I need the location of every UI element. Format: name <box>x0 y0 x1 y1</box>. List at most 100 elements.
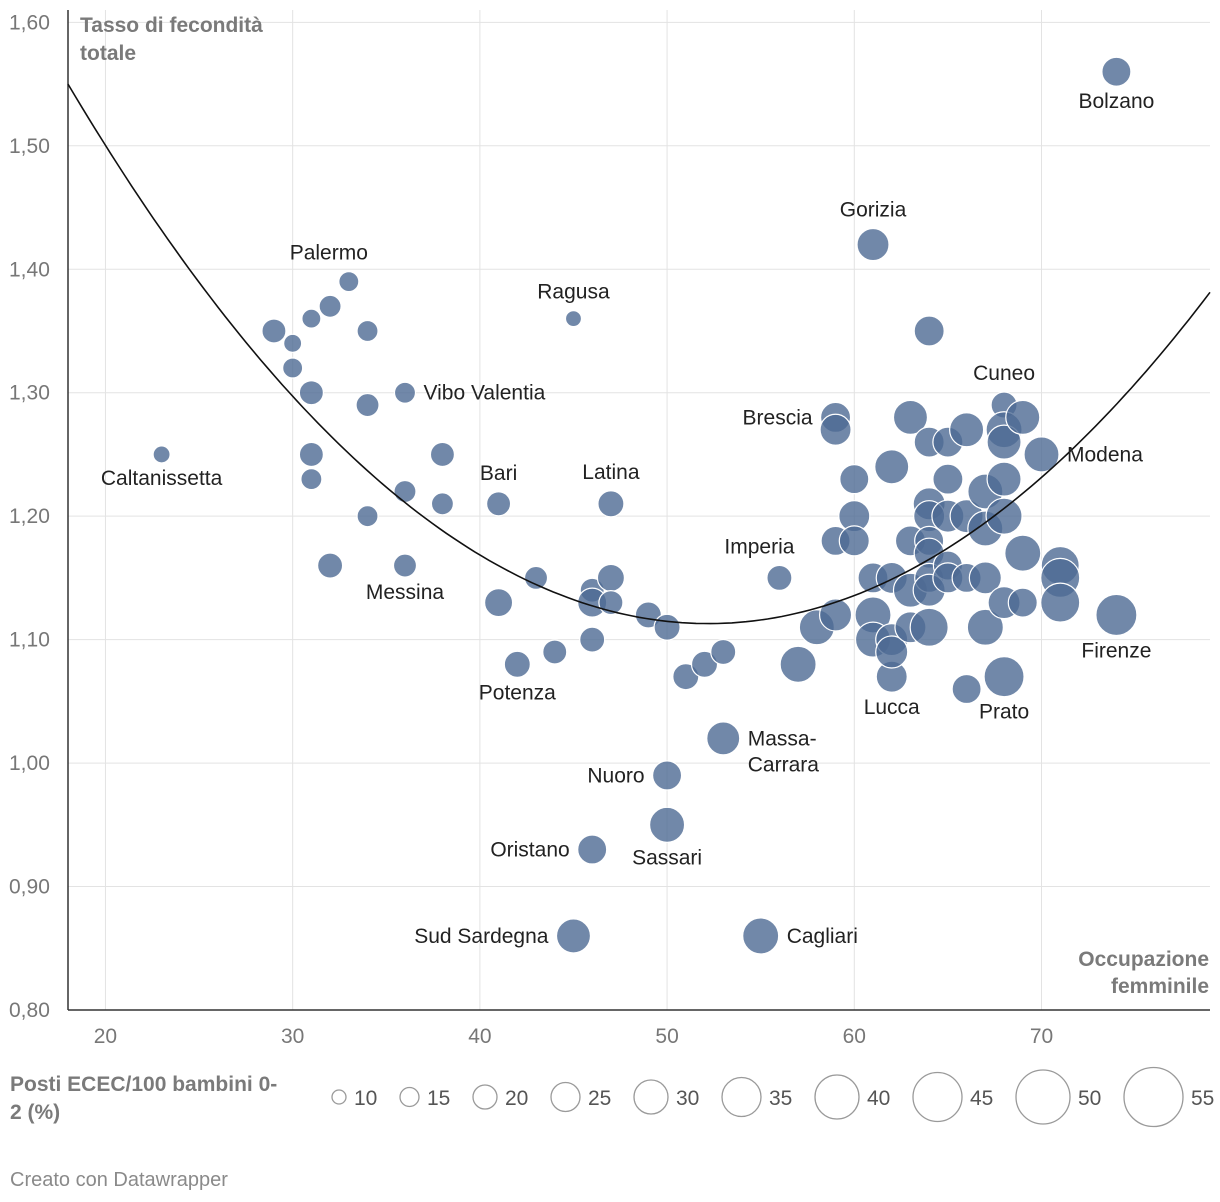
x-axis-ticks: 20 30 40 50 60 70 <box>94 1025 1053 1048</box>
label-nuoro: Nuoro <box>587 764 644 787</box>
data-point <box>986 461 1022 497</box>
size-legend-circle-25 <box>550 1081 581 1113</box>
label-sassari: Sassari <box>632 846 702 869</box>
data-point <box>300 468 323 491</box>
data-point <box>483 587 514 618</box>
data-point <box>283 333 303 353</box>
data-point <box>949 412 985 448</box>
x-axis-title-line1: Occupazione <box>1078 948 1209 971</box>
size-legend-label-30: 30 <box>676 1087 699 1110</box>
x-tick-label: 70 <box>1030 1025 1053 1048</box>
data-point <box>653 613 681 641</box>
size-legend-label-40: 40 <box>867 1087 890 1110</box>
data-point-sud-sardegna <box>555 918 592 954</box>
data-point <box>819 413 852 446</box>
size-legend-circle-40 <box>814 1074 860 1120</box>
point-labels: Bolzano Gorizia Palermo Ragusa Caltanissetta… <box>101 90 1154 948</box>
data-point-firenze <box>1095 593 1138 637</box>
size-legend-circle-45 <box>912 1071 963 1123</box>
y-tick-label: 1,40 <box>9 258 50 281</box>
data-point <box>393 479 417 504</box>
y-axis-title-line2: totale <box>80 42 136 65</box>
data-point <box>430 492 455 516</box>
x-tick-label: 40 <box>468 1025 491 1048</box>
size-legend-circle-35 <box>721 1076 762 1118</box>
label-massa-carrara: Massa- <box>748 727 817 750</box>
label-potenza: Potenza <box>479 681 556 704</box>
data-point-sassari <box>648 806 686 843</box>
data-point <box>261 318 287 344</box>
data-point <box>838 525 870 557</box>
data-point <box>966 608 1004 646</box>
data-point-ragusa <box>564 310 583 328</box>
label-imperia: Imperia <box>724 535 794 558</box>
size-legend-title-line1: Posti ECEC/100 bambini 0- <box>10 1073 277 1096</box>
data-point-prato <box>983 656 1025 698</box>
data-point <box>356 319 379 343</box>
label-modena: Modena <box>1067 443 1143 466</box>
data-point-caltanissetta <box>152 445 171 464</box>
data-point-messina <box>392 553 418 578</box>
data-point-bari <box>485 491 512 517</box>
size-legend-label-55: 55 <box>1191 1087 1214 1110</box>
data-point-oristano <box>577 834 608 865</box>
label-prato: Prato <box>979 701 1029 724</box>
data-point <box>298 441 324 468</box>
label-sud-sardegna: Sud Sardegna <box>414 925 549 948</box>
size-legend-circle-10 <box>331 1089 347 1105</box>
data-point <box>318 294 342 318</box>
size-legend-label-50: 50 <box>1078 1087 1101 1110</box>
y-tick-label: 1,60 <box>9 11 50 34</box>
y-tick-label: 1,10 <box>9 629 50 652</box>
data-point <box>690 650 719 678</box>
label-cagliari: Cagliari <box>787 925 858 948</box>
data-point-latina <box>597 490 625 518</box>
y-tick-label: 1,50 <box>9 135 50 158</box>
label-vibo-valentia: Vibo Valentia <box>423 382 545 405</box>
data-point <box>429 441 456 468</box>
data-point <box>316 552 344 579</box>
data-point <box>542 639 568 665</box>
data-point <box>710 638 737 666</box>
data-point-nuoro <box>651 760 683 791</box>
data-point <box>282 357 304 379</box>
x-tick-label: 50 <box>655 1025 678 1048</box>
data-point-massa-carrara <box>706 721 741 756</box>
label-gorizia: Gorizia <box>840 199 907 222</box>
data-point <box>1005 399 1041 436</box>
footer-credit: Creato con Datawrapper <box>10 1169 228 1191</box>
label-palermo: Palermo <box>290 242 368 265</box>
size-legend-label-20: 20 <box>505 1087 528 1110</box>
data-point <box>892 399 929 436</box>
data-point <box>579 626 606 653</box>
data-points <box>152 56 1138 955</box>
data-point <box>1007 587 1038 618</box>
data-point <box>779 645 817 683</box>
data-point <box>301 308 322 329</box>
data-point-vibo-valentia <box>393 381 417 404</box>
data-point <box>874 449 910 485</box>
data-point <box>985 497 1023 535</box>
data-point <box>298 380 324 406</box>
data-point <box>951 673 982 705</box>
size-legend-circle-50 <box>1015 1069 1071 1125</box>
trend-curve <box>67 83 1211 625</box>
data-point-cagliari <box>742 917 780 955</box>
size-legend: 10 15 20 25 30 35 40 45 50 55 <box>331 1066 1214 1128</box>
data-point <box>1040 582 1081 623</box>
size-legend-label-35: 35 <box>769 1087 792 1110</box>
data-point <box>523 565 549 591</box>
size-legend-circle-55 <box>1123 1066 1184 1128</box>
data-point <box>598 589 624 616</box>
data-point <box>355 392 380 418</box>
data-point <box>875 635 909 669</box>
data-point <box>968 561 1002 595</box>
data-point <box>909 607 949 647</box>
data-point <box>932 463 964 495</box>
y-tick-label: 0,90 <box>9 876 50 899</box>
label-firenze: Firenze <box>1081 639 1151 662</box>
label-ragusa: Ragusa <box>537 281 610 304</box>
size-legend-circle-30 <box>633 1079 669 1115</box>
label-massa-carrara-line2: Carrara <box>748 753 820 776</box>
y-tick-label: 0,80 <box>9 999 50 1022</box>
